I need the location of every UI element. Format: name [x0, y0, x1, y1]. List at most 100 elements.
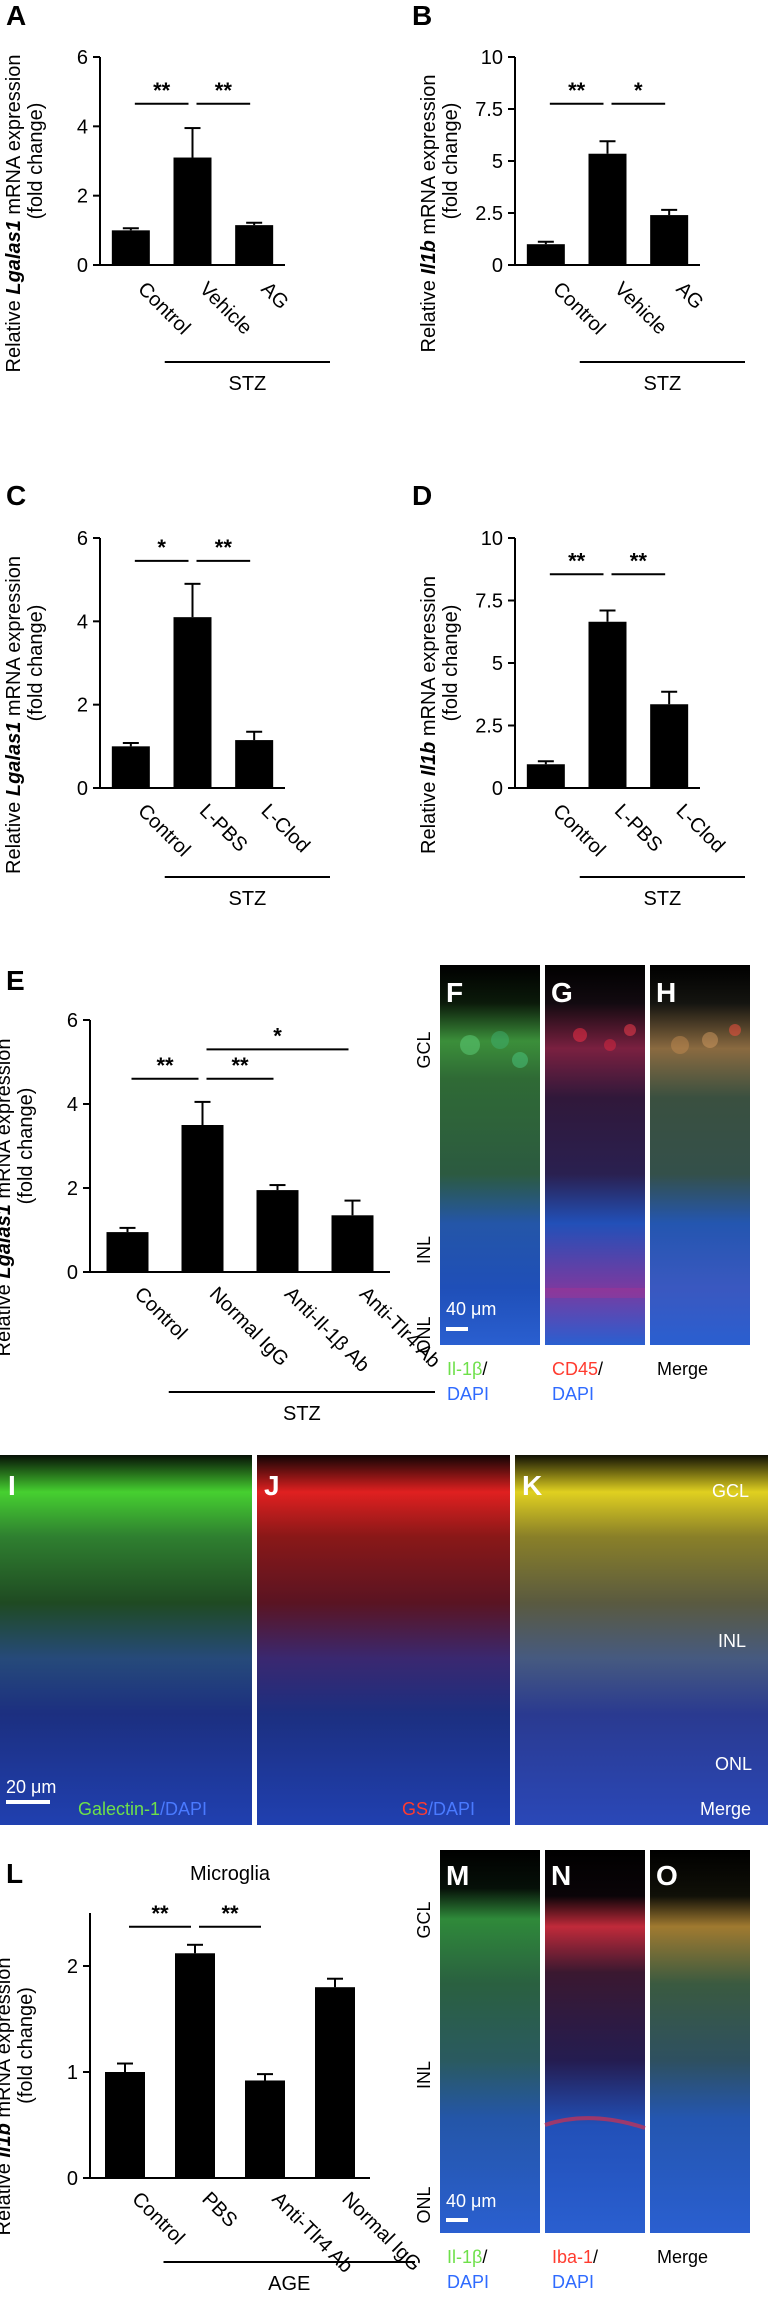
- micrograph-o: [650, 1850, 750, 2233]
- y-axis-label-post: mRNA expression: [418, 576, 440, 742]
- chart-e: E 0 2 4 6 Relative Lgalas1 mRNA expression(fo…: [0, 965, 444, 1425]
- x-tick-label: Control: [130, 1283, 191, 1344]
- scale-bar-m: [446, 2218, 468, 2222]
- caption-k: Merge: [700, 1799, 751, 1819]
- y-tick-label: 0: [492, 778, 503, 800]
- caption-f-dapi: DAPI: [447, 1384, 489, 1404]
- micrograph-set-ijk: I J K GCL INL ONL 20 μm Galectin-1/DAPI …: [0, 1455, 768, 1825]
- layer-label-onl-k: ONL: [715, 1754, 752, 1774]
- scale-bar-i: [6, 1800, 50, 1804]
- layer-label-gcl: GCL: [414, 1031, 434, 1068]
- y-axis-label: Relative Lgalas1 mRNA expression: [3, 556, 25, 874]
- y-axis-label-pre: Relative: [0, 1279, 15, 1357]
- bar-l-clod: [650, 704, 689, 788]
- y-axis-label-post: mRNA expression: [0, 1039, 15, 1205]
- bar-l-pbs: [588, 621, 627, 788]
- micrograph-f: [440, 965, 540, 1345]
- y-axis-label: Relative Lgalas1 mRNA expression: [3, 55, 25, 373]
- y-axis-label: Relative Il1b mRNA expression: [0, 1958, 15, 2236]
- y-axis-label-gene: Il1b: [418, 240, 440, 274]
- y-tick-label: 2.5: [475, 203, 503, 225]
- bar-control: [111, 746, 150, 788]
- micrograph-j: [257, 1455, 510, 1825]
- layer-label-onl: ONL: [414, 1316, 434, 1353]
- y-axis-label: Relative Il1b mRNA expression: [418, 576, 440, 854]
- group-label: AGE: [268, 2273, 310, 2295]
- bar-ag: [650, 215, 689, 265]
- significance-label: *: [273, 1023, 282, 1048]
- chart-c: C 0 2 4 6 Relative Lgalas1 mRNA expression (fo…: [3, 480, 330, 910]
- layer-label-inl: INL: [414, 1236, 434, 1264]
- y-tick-label: 4: [77, 611, 88, 633]
- significance-label: **: [568, 78, 586, 103]
- panel-letter-o: O: [656, 1860, 678, 1891]
- layer-label-gcl-k: GCL: [712, 1481, 749, 1501]
- x-tick-label: Control: [127, 2188, 188, 2249]
- micrograph-set-fgh: F G H GCL INL ONL 40 μm Il-1β/ DAPI CD45…: [414, 965, 750, 1404]
- y-axis-label-gene: Il1b: [418, 742, 440, 776]
- bar-pbs: [175, 1953, 215, 2178]
- x-tick-label: Control: [548, 800, 609, 861]
- y-axis-label-pre: Relative: [3, 295, 25, 373]
- y-axis-label-gene: Lgalas1: [3, 220, 25, 294]
- panel-letter-a: A: [6, 0, 26, 31]
- caption-n: Iba-1/: [552, 2247, 598, 2267]
- x-tick-label: Control: [133, 278, 194, 339]
- y-axis-label-line2: (fold change): [15, 1088, 37, 1205]
- x-tick-label: AG: [672, 278, 708, 314]
- y-axis-label: Relative Lgalas1 mRNA expression: [0, 1039, 15, 1357]
- y-tick-label: 1: [67, 2062, 78, 2084]
- micrograph-h: [650, 965, 750, 1345]
- y-axis-label-line2: (fold change): [25, 103, 47, 220]
- bar-control: [526, 244, 565, 265]
- x-tick-label: L-PBS: [610, 800, 666, 856]
- x-tick-label: L-Clod: [672, 800, 729, 857]
- significance-label: **: [221, 1901, 239, 1926]
- layer-label-gcl-m: GCL: [414, 1901, 434, 1938]
- bar-control: [105, 2072, 145, 2178]
- caption-g-dapi: DAPI: [552, 1384, 594, 1404]
- micrograph-n: [545, 1850, 645, 2233]
- layer-label-inl-m: INL: [414, 2061, 434, 2089]
- y-axis-label-gene: Lgalas1: [3, 722, 25, 796]
- significance-label: **: [153, 78, 171, 103]
- caption-n-dapi: DAPI: [552, 2272, 594, 2292]
- scale-bar-label-m: 40 μm: [446, 2191, 496, 2211]
- y-tick-label: 10: [481, 47, 503, 69]
- y-axis-label-gene: Il1b: [0, 2123, 15, 2157]
- chart-b: B 0 2.5 5 7.5 10 Relative Il1b mRNA expression…: [412, 0, 745, 395]
- significance-label: **: [231, 1053, 249, 1078]
- y-tick-label: 5: [492, 151, 503, 173]
- bar-anti-tlr4-ab: [245, 2080, 285, 2178]
- bar-control: [111, 230, 150, 265]
- y-axis-label-line2: (fold change): [440, 103, 462, 220]
- panel-letter-j: J: [264, 1470, 280, 1501]
- significance-label: *: [157, 535, 166, 560]
- y-tick-label: 7.5: [475, 99, 503, 121]
- y-tick-label: 4: [77, 116, 88, 138]
- y-axis-label-post: mRNA expression: [3, 556, 25, 722]
- bar-anti-tlr4-ab: [331, 1215, 374, 1272]
- caption-g: CD45/: [552, 1359, 603, 1379]
- significance-label: **: [215, 78, 233, 103]
- panel-letter-m: M: [446, 1860, 469, 1891]
- panel-letter-b: B: [412, 0, 432, 31]
- significance-label: **: [568, 548, 586, 573]
- caption-o: Merge: [657, 2247, 708, 2267]
- panel-letter-k: K: [522, 1470, 542, 1501]
- y-tick-label: 2: [77, 186, 88, 208]
- bar-l-clod: [235, 740, 274, 788]
- x-tick-label: L-Clod: [257, 800, 314, 857]
- panel-letter-l: L: [6, 1858, 23, 1889]
- y-tick-label: 0: [67, 2168, 78, 2190]
- y-axis-label-post: mRNA expression: [3, 55, 25, 221]
- bar-vehicle: [173, 157, 212, 265]
- panel-letter-n: N: [551, 1860, 571, 1891]
- y-tick-label: 0: [492, 255, 503, 277]
- chart-title: Microglia: [190, 1863, 271, 1885]
- bar-control: [526, 764, 565, 788]
- significance-label: **: [630, 548, 648, 573]
- chart-l: L Microglia 0 1 2 Relative Il1b mRNA expressi…: [0, 1858, 425, 2295]
- y-tick-label: 2.5: [475, 716, 503, 738]
